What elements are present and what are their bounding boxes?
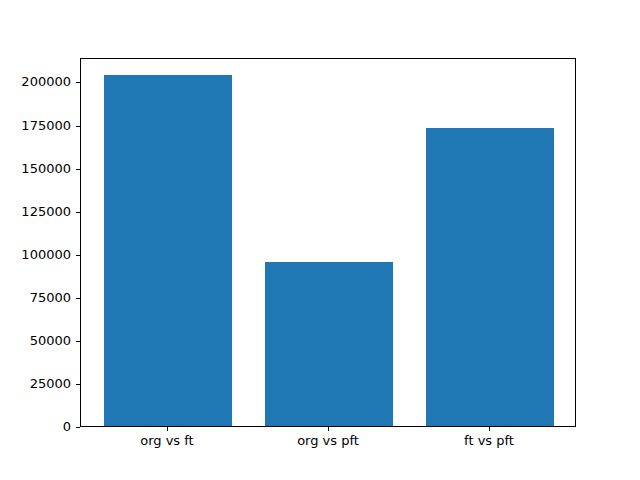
y-tick-label: 200000 xyxy=(11,75,71,89)
y-tick-mark xyxy=(76,126,80,127)
x-tick-label: org vs pft xyxy=(268,434,388,448)
y-tick-mark xyxy=(76,298,80,299)
y-tick-mark xyxy=(76,341,80,342)
bar-chart-figure: org vs ft org vs pft ft vs pft 0 25000 50000 7… xyxy=(0,0,640,480)
x-tick-mark xyxy=(328,427,329,431)
y-tick-label: 175000 xyxy=(11,119,71,133)
y-tick-label: 50000 xyxy=(11,334,71,348)
y-tick-mark xyxy=(76,169,80,170)
bar-org-vs-pft xyxy=(265,262,394,426)
y-tick-label: 150000 xyxy=(11,162,71,176)
y-tick-label: 100000 xyxy=(11,248,71,262)
x-tick-label: ft vs pft xyxy=(429,434,549,448)
plot-area xyxy=(80,58,576,427)
y-tick-mark xyxy=(76,82,80,83)
y-tick-label: 25000 xyxy=(11,377,71,391)
bar-ft-vs-pft xyxy=(426,128,555,426)
y-tick-label: 75000 xyxy=(11,291,71,305)
x-tick-mark xyxy=(489,427,490,431)
y-tick-label: 0 xyxy=(11,420,71,434)
x-tick-mark xyxy=(167,427,168,431)
x-tick-label: org vs ft xyxy=(107,434,227,448)
y-tick-mark xyxy=(76,212,80,213)
bar-org-vs-ft xyxy=(104,75,233,426)
y-tick-label: 125000 xyxy=(11,205,71,219)
y-tick-mark xyxy=(76,255,80,256)
y-tick-mark xyxy=(76,427,80,428)
y-tick-mark xyxy=(76,384,80,385)
